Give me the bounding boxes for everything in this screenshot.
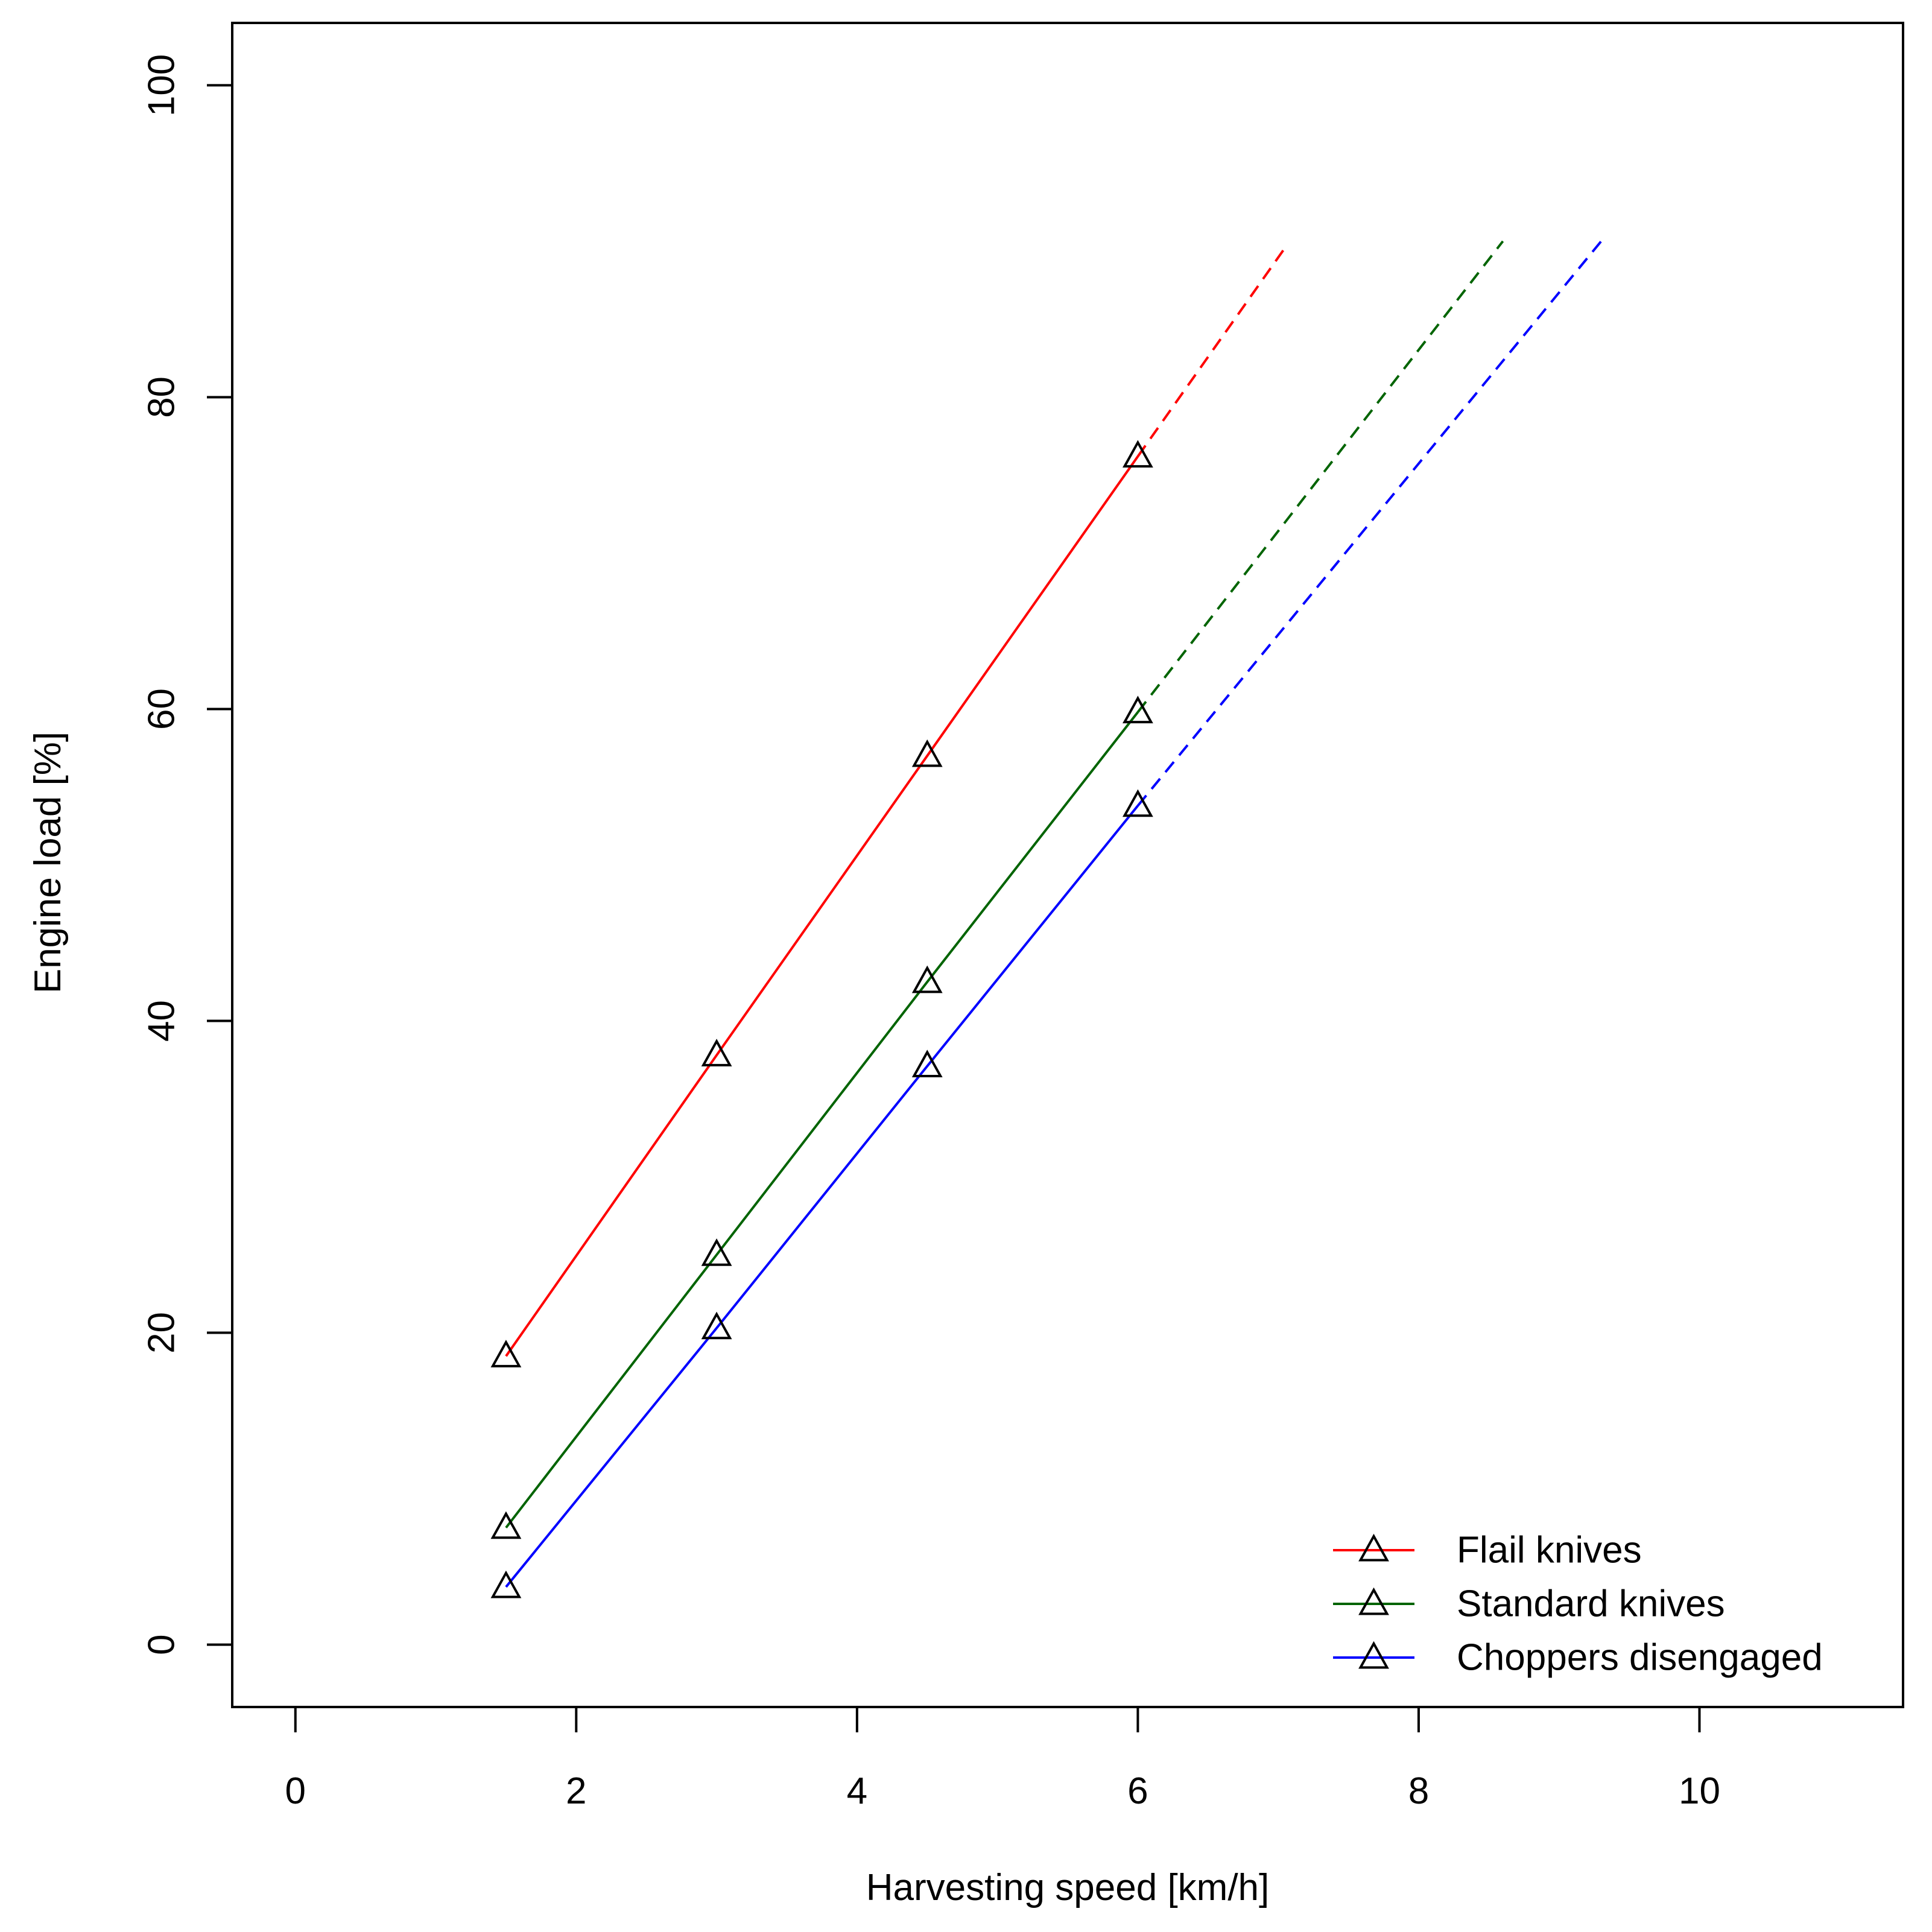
y-axis-title: Engine load [%] [27, 732, 69, 993]
data-point-2-1 [701, 1311, 732, 1340]
x-axis: 0 2 4 6 8 10 [285, 1706, 1720, 1812]
series-extrapolation-1 [1136, 240, 1504, 713]
y-axis: 0 20 40 60 80 100 [141, 54, 233, 1655]
data-point-2-0 [490, 1570, 522, 1598]
data-point-1-0 [490, 1511, 522, 1539]
y-tick-label-0: 0 [141, 1634, 183, 1655]
series-layer [490, 240, 1603, 1598]
data-point-1-2 [911, 965, 943, 993]
series-line-1 [505, 711, 1139, 1528]
data-point-1-3 [1122, 695, 1153, 724]
legend: Flail knives Standard knives Choppers dise… [1333, 1530, 1823, 1679]
data-point-2-2 [911, 1050, 943, 1077]
series-extrapolation-2 [1136, 240, 1603, 807]
data-point-0-3 [1122, 440, 1153, 468]
y-tick-label-2: 40 [141, 1000, 183, 1042]
y-tick-label-3: 60 [141, 688, 183, 730]
legend-marker-0 [1358, 1533, 1389, 1562]
data-point-0-0 [490, 1340, 522, 1367]
legend-marker-1 [1358, 1587, 1389, 1615]
x-axis-title: Harvesting speed [km/h] [866, 1867, 1270, 1908]
data-point-1-1 [701, 1238, 732, 1266]
legend-label-2: Choppers disengaged [1457, 1637, 1823, 1679]
series-line-2 [505, 805, 1139, 1588]
y-tick-label-4: 80 [141, 376, 183, 418]
x-tick-label-4: 8 [1408, 1770, 1429, 1812]
data-point-2-3 [1122, 789, 1153, 817]
legend-marker-2 [1358, 1641, 1389, 1669]
x-tick-label-3: 6 [1127, 1770, 1148, 1812]
series-1 [490, 240, 1504, 1539]
x-tick-label-5: 10 [1679, 1770, 1720, 1812]
data-point-0-2 [911, 739, 943, 767]
y-tick-label-5: 100 [141, 54, 183, 116]
y-tick-label-1: 20 [141, 1312, 183, 1354]
data-point-0-1 [701, 1039, 732, 1066]
series-line-0 [505, 455, 1139, 1357]
x-tick-label-2: 4 [847, 1770, 867, 1812]
legend-label-1: Standard knives [1457, 1583, 1725, 1625]
x-tick-label-1: 2 [566, 1770, 586, 1812]
x-tick-label-0: 0 [285, 1770, 306, 1812]
legend-label-0: Flail knives [1457, 1530, 1642, 1571]
series-2 [490, 240, 1603, 1598]
series-0 [490, 247, 1287, 1367]
